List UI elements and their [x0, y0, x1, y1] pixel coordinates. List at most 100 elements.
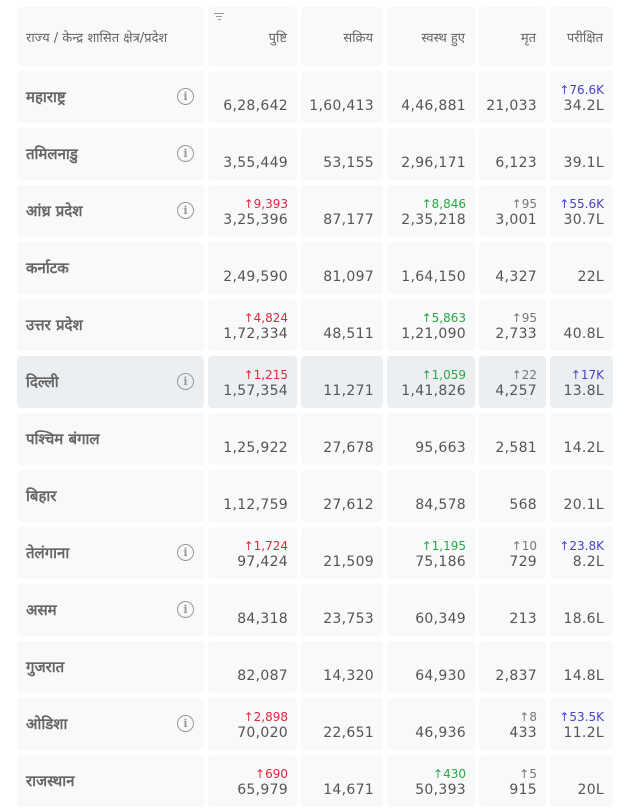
- recovered-cell: 95,663: [387, 413, 475, 465]
- state-name: असम: [26, 601, 57, 619]
- recovered-cell: ↑1,195 75,186: [387, 527, 475, 579]
- active-value: 1,60,413: [309, 98, 374, 114]
- tested-cell: 39.1L: [550, 128, 613, 180]
- recovered-cell: 60,349: [387, 584, 475, 636]
- table-row[interactable]: तेलंगाना i ↑1,724 97,424 21,509 ↑1,195 75,186 ↑…: [17, 527, 613, 579]
- state-cell[interactable]: असम i: [17, 584, 204, 636]
- header-confirmed-label: पुष्टि: [268, 30, 287, 46]
- table-row[interactable]: आंध्र प्रदेश i ↑9,393 3,25,396 87,177 ↑8,846 2…: [17, 185, 613, 237]
- state-cell[interactable]: उत्तर प्रदेश: [17, 299, 204, 351]
- tested-cell: 14.2L: [550, 413, 613, 465]
- tested-cell: ↑76.6K 34.2L: [550, 71, 613, 123]
- tested-cell: ↑17K 13.8L: [550, 356, 613, 408]
- table-row[interactable]: महाराष्ट्र i 6,28,642 1,60,413 4,46,881 21,03…: [17, 71, 613, 123]
- state-cell[interactable]: आंध्र प्रदेश i: [17, 185, 204, 237]
- confirmed-value: 1,72,334: [223, 326, 288, 342]
- confirmed-value: 82,087: [237, 668, 288, 684]
- info-icon[interactable]: i: [177, 544, 194, 561]
- header-deceased[interactable]: मृत: [479, 7, 546, 66]
- recovered-value: 2,35,218: [401, 212, 466, 228]
- header-confirmed[interactable]: पुष्टि: [208, 7, 297, 66]
- table-row[interactable]: असम i 84,318 23,753 60,349 213 18.6L: [17, 584, 613, 636]
- confirmed-value: 65,979: [237, 782, 288, 798]
- recovered-delta: ↑430: [433, 767, 466, 781]
- state-name: तेलंगाना: [26, 544, 70, 562]
- table-row[interactable]: तमिलनाडु i 3,55,449 53,155 2,96,171 6,123 39.1…: [17, 128, 613, 180]
- tested-cell: 22L: [550, 242, 613, 294]
- deceased-cell: ↑95 2,733: [479, 299, 546, 351]
- confirmed-cell: ↑4,824 1,72,334: [208, 299, 297, 351]
- header-tested[interactable]: परीक्षित: [550, 7, 613, 66]
- state-cell[interactable]: दिल्ली i: [17, 356, 204, 408]
- deceased-cell: 21,033: [479, 71, 546, 123]
- confirmed-cell: 1,12,759: [208, 470, 297, 522]
- state-cell[interactable]: ओडिशा i: [17, 698, 204, 750]
- state-cell[interactable]: गुजरात: [17, 641, 204, 693]
- state-cell[interactable]: पश्चिम बंगाल: [17, 413, 204, 465]
- recovered-value: 60,349: [415, 611, 466, 627]
- header-state[interactable]: राज्य / केन्द्र शासित क्षेत्र/प्रदेश: [17, 7, 204, 66]
- confirmed-value: 3,55,449: [223, 155, 288, 171]
- table-row[interactable]: गुजरात 82,087 14,320 64,930 2,837 14.8L: [17, 641, 613, 693]
- table-row[interactable]: दिल्ली i ↑1,215 1,57,354 11,271 ↑1,059 1,41,82…: [17, 356, 613, 408]
- table-row[interactable]: बिहार 1,12,759 27,612 84,578 568 20.1L: [17, 470, 613, 522]
- tested-cell: 18.6L: [550, 584, 613, 636]
- recovered-value: 4,46,881: [401, 98, 466, 114]
- recovered-value: 2,96,171: [401, 155, 466, 171]
- state-name: बिहार: [26, 487, 57, 505]
- active-value: 48,511: [323, 326, 374, 342]
- active-value: 22,651: [323, 725, 374, 741]
- tested-value: 30.7L: [563, 212, 604, 228]
- state-cell[interactable]: कर्नाटक: [17, 242, 204, 294]
- confirmed-delta: ↑1,215: [243, 368, 288, 382]
- state-cell[interactable]: महाराष्ट्र i: [17, 71, 204, 123]
- header-recovered-label: स्वस्थ हुए: [421, 30, 465, 46]
- confirmed-value: 1,25,922: [223, 440, 288, 456]
- info-icon[interactable]: i: [177, 88, 194, 105]
- deceased-cell: ↑5 915: [479, 755, 546, 807]
- sort-icon[interactable]: [214, 13, 224, 22]
- active-value: 11,271: [323, 383, 374, 399]
- info-icon[interactable]: i: [177, 202, 194, 219]
- table-row[interactable]: कर्नाटक 2,49,590 81,097 1,64,150 4,327 22L: [17, 242, 613, 294]
- table-row[interactable]: पश्चिम बंगाल 1,25,922 27,678 95,663 2,581 14.…: [17, 413, 613, 465]
- header-deceased-label: मृत: [520, 30, 536, 46]
- recovered-cell: ↑5,863 1,21,090: [387, 299, 475, 351]
- active-value: 14,320: [323, 668, 374, 684]
- tested-value: 39.1L: [563, 155, 604, 171]
- active-value: 23,753: [323, 611, 374, 627]
- deceased-cell: ↑22 4,257: [479, 356, 546, 408]
- state-cell[interactable]: तेलंगाना i: [17, 527, 204, 579]
- tested-value: 20.1L: [563, 497, 604, 513]
- state-name: महाराष्ट्र: [26, 88, 66, 106]
- deceased-value: 4,327: [495, 269, 537, 285]
- table-row[interactable]: उत्तर प्रदेश ↑4,824 1,72,334 48,511 ↑5,863 1,…: [17, 299, 613, 351]
- confirmed-value: 84,318: [237, 611, 288, 627]
- state-cell[interactable]: राजस्थान: [17, 755, 204, 807]
- info-icon[interactable]: i: [177, 715, 194, 732]
- active-cell: 11,271: [301, 356, 383, 408]
- deceased-cell: ↑8 433: [479, 698, 546, 750]
- tested-value: 8.2L: [572, 554, 604, 570]
- header-active[interactable]: सक्रिय: [301, 7, 383, 66]
- tested-delta: ↑76.6K: [559, 83, 604, 97]
- info-icon[interactable]: i: [177, 145, 194, 162]
- table-row[interactable]: ओडिशा i ↑2,898 70,020 22,651 46,936 ↑8 433 ↑53.5…: [17, 698, 613, 750]
- header-active-label: सक्रिय: [343, 30, 373, 46]
- tested-value: 34.2L: [563, 98, 604, 114]
- header-recovered[interactable]: स्वस्थ हुए: [387, 7, 475, 66]
- confirmed-delta: ↑2,898: [243, 710, 288, 724]
- table-row[interactable]: राजस्थान ↑690 65,979 14,671 ↑430 50,393 ↑5 915 2…: [17, 755, 613, 807]
- info-icon[interactable]: i: [177, 601, 194, 618]
- deceased-value: 2,581: [495, 440, 537, 456]
- state-cell[interactable]: तमिलनाडु i: [17, 128, 204, 180]
- tested-value: 14.2L: [563, 440, 604, 456]
- state-cell[interactable]: बिहार: [17, 470, 204, 522]
- tested-cell: 20.1L: [550, 470, 613, 522]
- info-icon[interactable]: i: [177, 373, 194, 390]
- deceased-cell: 568: [479, 470, 546, 522]
- deceased-cell: 4,327: [479, 242, 546, 294]
- tested-value: 20L: [577, 782, 604, 798]
- tested-cell: 14.8L: [550, 641, 613, 693]
- deceased-cell: ↑95 3,001: [479, 185, 546, 237]
